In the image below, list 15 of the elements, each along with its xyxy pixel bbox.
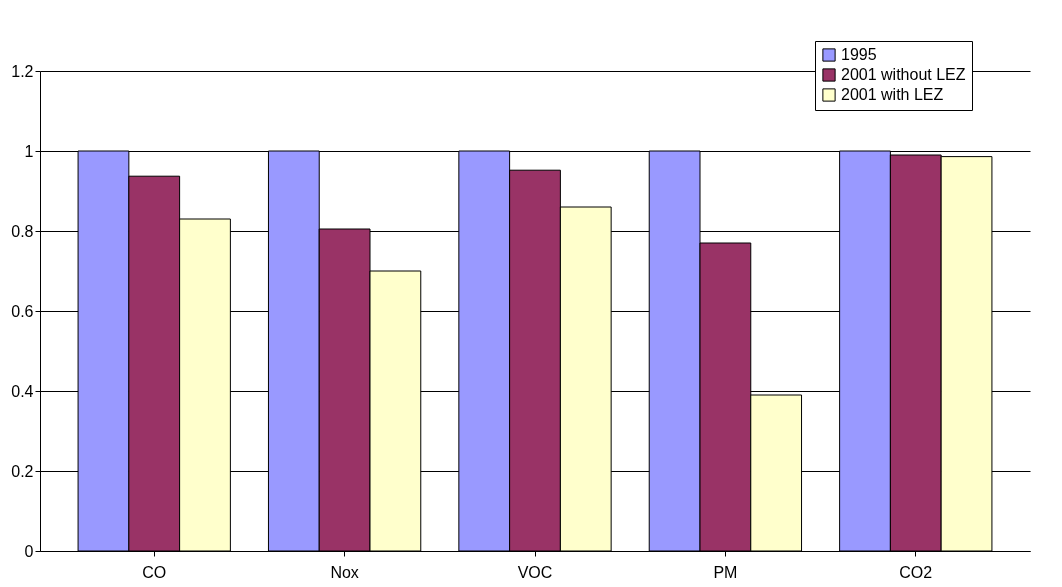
legend-label: 1995 — [841, 46, 877, 63]
x-tick-label: CO — [142, 563, 167, 581]
y-tick-label: 1.2 — [11, 62, 34, 80]
y-tick-label: 0 — [24, 542, 34, 560]
y-tick-label: 0.8 — [11, 222, 34, 240]
y-tick-label: 1 — [24, 142, 34, 160]
x-tick-label: CO2 — [899, 563, 933, 581]
legend-label: 2001 with LEZ — [841, 86, 944, 103]
y-tick-label: 0.6 — [11, 302, 34, 320]
x-tick-label: VOC — [517, 563, 553, 581]
y-tick-label: 0.2 — [11, 462, 34, 480]
x-tick-label: PM — [713, 563, 738, 581]
legend-label: 2001 without LEZ — [841, 66, 966, 83]
y-tick-label: 0.4 — [11, 382, 34, 400]
x-tick-label: Nox — [330, 563, 359, 581]
